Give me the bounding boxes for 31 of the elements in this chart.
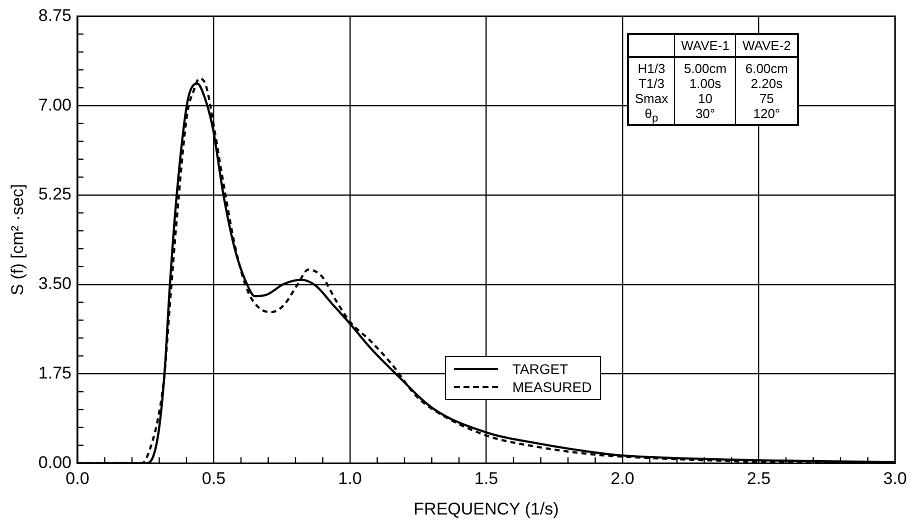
annotation: Smax bbox=[634, 91, 670, 106]
x-tick-label: 3.0 bbox=[883, 469, 907, 488]
x-tick-label: 1.0 bbox=[338, 469, 362, 488]
x-tick-label: 0.0 bbox=[66, 469, 90, 488]
annotation: 6.00cm bbox=[736, 57, 798, 76]
y-tick-label: 7.00 bbox=[38, 95, 72, 114]
x-tick-label: 2.5 bbox=[746, 469, 771, 488]
y-tick-label: 3.50 bbox=[38, 274, 72, 294]
annotation: WAVE-2 bbox=[736, 34, 798, 58]
annotation: θ$_{p}$ bbox=[644, 106, 660, 126]
x-tick-label: 0.5 bbox=[202, 469, 226, 488]
y-tick-label: 0.00 bbox=[38, 452, 72, 472]
annotation: 75 bbox=[736, 91, 798, 106]
annotation: 1.00s bbox=[674, 76, 736, 92]
legend-label: TARGET bbox=[512, 360, 568, 377]
annotation: WAVE-1 bbox=[674, 34, 736, 58]
x-tick-label: 2.0 bbox=[610, 469, 634, 488]
y-axis-title: S (f) [cm² ·sec] bbox=[8, 184, 27, 296]
annotation: 5.00cm bbox=[674, 57, 736, 76]
legend-label: MEASURED bbox=[512, 378, 592, 395]
x-tick-label: 1.5 bbox=[474, 469, 498, 488]
y-tick-label: 1.75 bbox=[38, 363, 72, 382]
annotation: 2.20s bbox=[736, 76, 798, 92]
annotation: 10 bbox=[674, 91, 736, 106]
x-axis-title: FREQUENCY (1/s) bbox=[414, 499, 559, 518]
annotation: 120° bbox=[736, 106, 798, 126]
annotation: T1/3 bbox=[637, 76, 666, 92]
annotation: H1/3 bbox=[636, 60, 666, 76]
annotation: 30° bbox=[674, 106, 736, 126]
y-tick-label: 5.25 bbox=[38, 184, 72, 204]
y-tick-label: 8.75 bbox=[38, 6, 72, 25]
